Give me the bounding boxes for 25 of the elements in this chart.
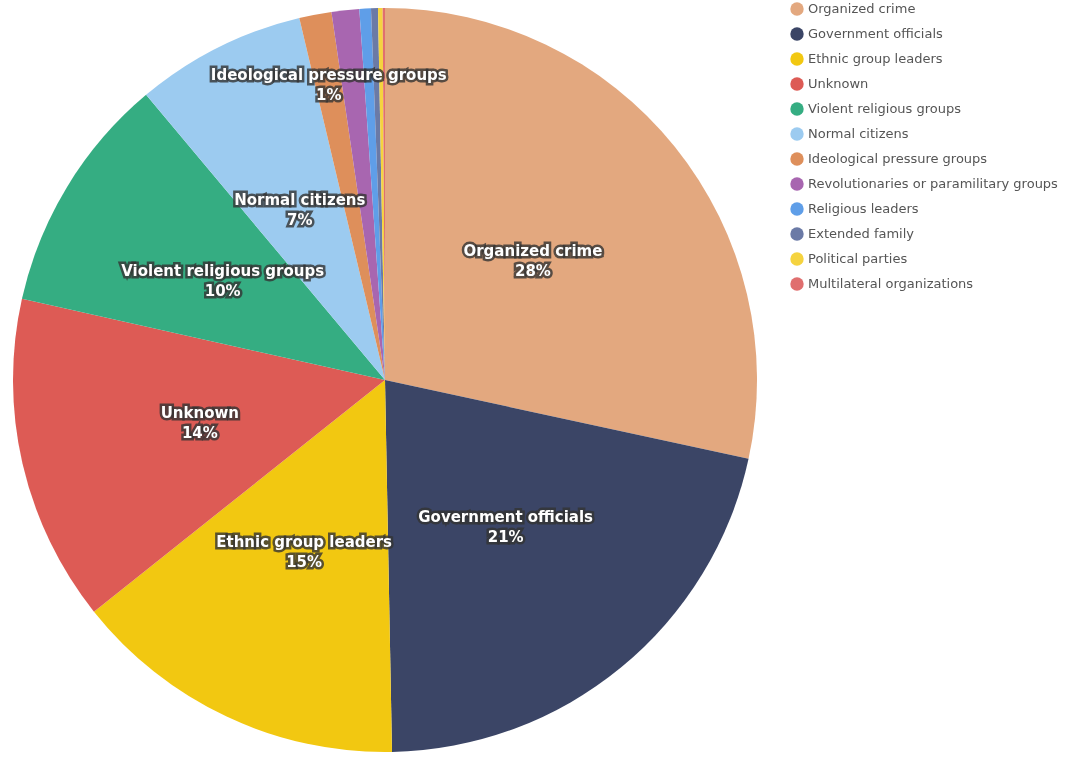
legend-label: Ideological pressure groups: [808, 151, 988, 166]
slice-label: Ideological pressure groups: [210, 66, 447, 85]
slice-label: Unknown: [160, 403, 240, 422]
legend-label: Political parties: [808, 251, 908, 266]
pie-slice: [385, 8, 757, 459]
slice-label: Organized crime: [463, 241, 603, 260]
legend-label: Religious leaders: [808, 201, 919, 216]
legend-label: Organized crime: [808, 1, 916, 16]
data-label: 28%: [514, 261, 551, 280]
data-label: 15%: [286, 552, 323, 571]
legend-label: Violent religious groups: [808, 101, 962, 116]
legend-label: Normal citizens: [808, 126, 909, 141]
data-label: 21%: [487, 527, 524, 546]
legend-label: Government officials: [808, 26, 944, 41]
data-label: 1%: [316, 86, 342, 105]
data-label: 14%: [181, 423, 218, 442]
data-label: 7%: [287, 211, 313, 230]
legend-label: Ethnic group leaders: [808, 51, 943, 66]
data-label: 10%: [204, 282, 241, 301]
legend-label: Extended family: [808, 226, 915, 241]
slice-label: Government officials: [418, 507, 594, 526]
pie-slice: [93, 380, 393, 752]
legend-label: Revolutionaries or paramilitary groups: [808, 176, 1059, 191]
legend-label: Multilateral organizations: [808, 276, 974, 291]
legend-label: Unknown: [808, 76, 869, 91]
